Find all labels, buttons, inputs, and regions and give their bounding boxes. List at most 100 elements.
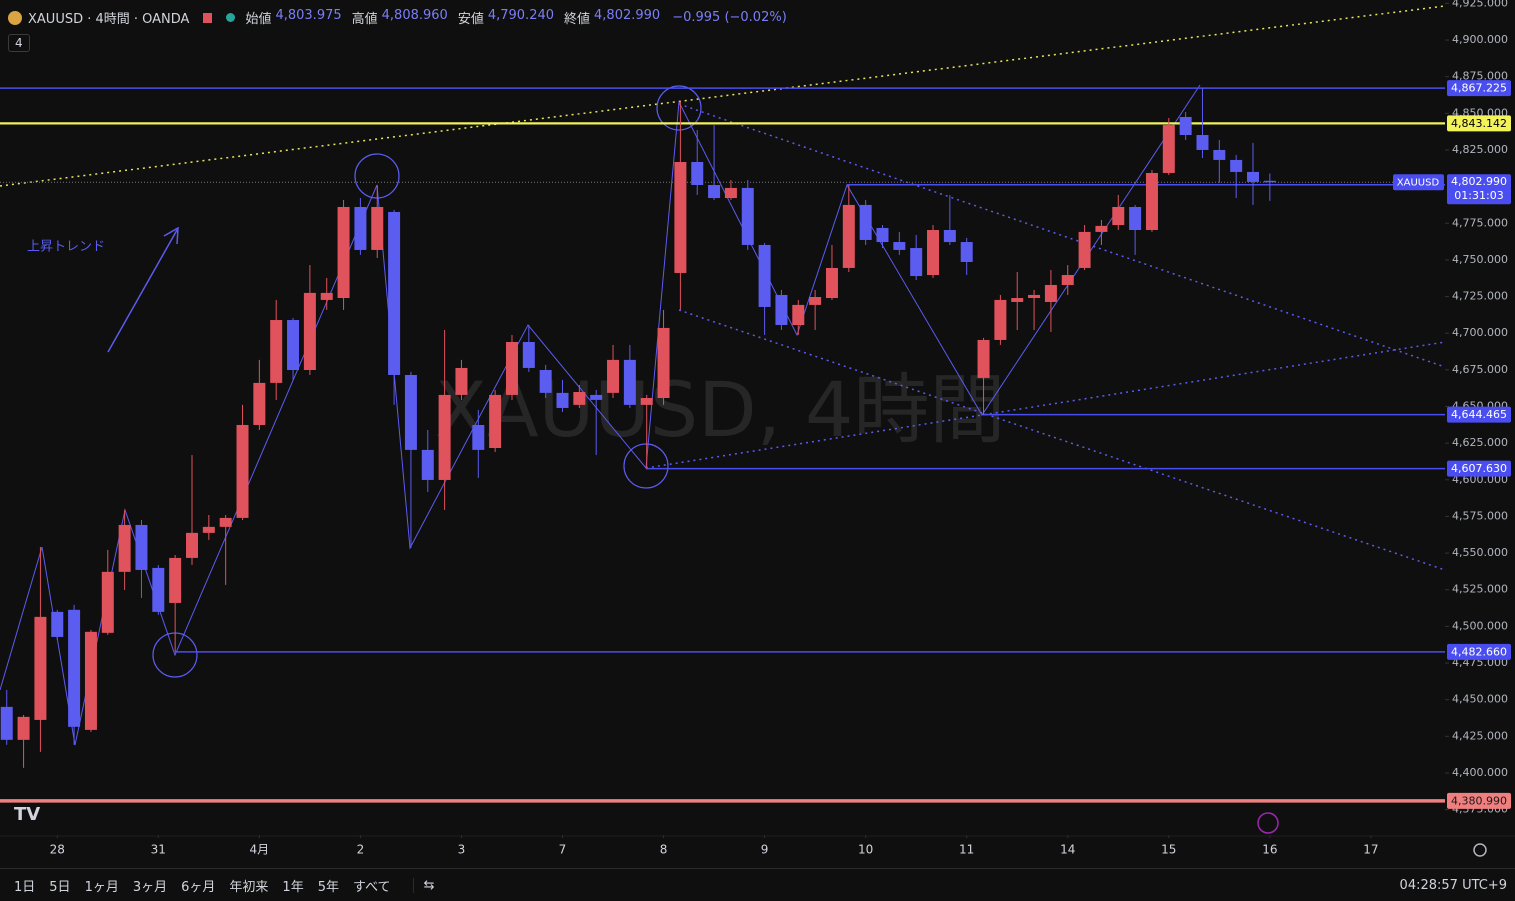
y-tick-label: 4,925.000 — [1452, 0, 1508, 9]
ohlc-label: 始値 — [245, 12, 272, 27]
candle-body — [152, 567, 165, 612]
x-tick-label: 14 — [1060, 843, 1075, 857]
candle-body — [1213, 149, 1226, 160]
candle-body — [674, 161, 687, 273]
candle-body — [775, 294, 788, 325]
candle-body — [505, 342, 518, 395]
candle-body — [893, 242, 906, 250]
level-label-bg — [1447, 406, 1511, 423]
arrow — [107, 229, 178, 353]
candle-body — [607, 359, 620, 393]
candle-body — [1129, 206, 1142, 231]
candle-body — [421, 449, 434, 480]
y-tick-label: 4,500.000 — [1452, 619, 1508, 632]
y-tick-label: 4,700.000 — [1452, 326, 1508, 339]
range-button[interactable]: 1ヶ月 — [84, 880, 119, 895]
logo: TV — [14, 804, 40, 825]
ohlc-value: 4,790.240 — [487, 8, 555, 23]
compare-button[interactable]: ⇆ — [412, 878, 434, 893]
circle-marker — [656, 85, 702, 131]
candle-body — [708, 185, 721, 199]
range-button[interactable]: 5年 — [317, 880, 339, 895]
level-label: 4,380.990 — [1451, 794, 1507, 807]
symbol-icon — [8, 10, 22, 25]
level-label: 4,644.465 — [1451, 408, 1507, 421]
plot: 4,925.0004,900.0004,875.0004,850.0004,82… — [0, 0, 1511, 857]
y-tick-label: 4,675.000 — [1452, 363, 1508, 376]
arrow-head — [163, 226, 179, 245]
y-tick-label: 4,625.000 — [1452, 436, 1508, 449]
y-tick-label: 4,550.000 — [1452, 546, 1508, 559]
candle-body — [404, 374, 417, 450]
clock: 04:28:57 UTC+9 — [1399, 878, 1507, 893]
ohlc: 始値 4,803.975 高値 4,808.960 安値 4,790.240 終値 4,802… — [245, 8, 666, 27]
candle-body — [1095, 225, 1108, 232]
candle-body — [388, 211, 401, 375]
candle-body — [1112, 206, 1125, 226]
x-tick-label: 4月 — [250, 843, 270, 857]
x-tick-label: 31 — [151, 843, 166, 857]
candle-body — [219, 517, 232, 527]
candle-body — [556, 392, 569, 408]
level-label-bg — [1447, 792, 1511, 809]
flag-icon[interactable] — [203, 12, 213, 23]
candle-body — [354, 206, 367, 250]
settings-icon[interactable] — [1473, 843, 1487, 857]
candle-body — [691, 161, 704, 186]
x-tick-label: 3 — [458, 843, 466, 857]
candle-body — [0, 706, 13, 740]
ohlc-label: 終値 — [564, 12, 591, 27]
ohlc-label: 安値 — [457, 12, 484, 27]
range-button[interactable]: 1日 — [14, 880, 36, 895]
symbol-tag: XAUUSD — [1397, 178, 1440, 189]
x-tick-label: 7 — [559, 843, 567, 857]
level-label-bg — [1447, 460, 1511, 477]
candle-body — [994, 299, 1007, 340]
candle-body — [303, 292, 316, 371]
candle-body — [337, 206, 350, 299]
symbol[interactable]: XAUUSD · 4時間 · OANDA — [28, 12, 190, 27]
candle-body — [489, 394, 502, 448]
x-tick-label: 11 — [959, 843, 974, 857]
zigzag — [0, 84, 1201, 746]
candle-body — [202, 526, 215, 533]
y-tick-label: 4,525.000 — [1452, 583, 1508, 596]
candle-body — [741, 187, 754, 245]
trend-line — [678, 103, 1446, 368]
y-tick-label: 4,750.000 — [1452, 253, 1508, 266]
alert-icon[interactable] — [1257, 812, 1279, 834]
indicator-toggle[interactable]: 4 — [8, 34, 30, 52]
y-tick-label: 4,775.000 — [1452, 216, 1508, 229]
range-button[interactable]: 3ヶ月 — [132, 880, 168, 895]
candle-body — [1263, 180, 1276, 183]
candle-body — [455, 367, 468, 395]
range-button[interactable]: 6ヶ月 — [181, 880, 216, 895]
candle-body — [960, 242, 973, 262]
candle-body — [943, 230, 956, 243]
candle-body — [253, 382, 266, 425]
level-label: 4,607.630 — [1451, 462, 1507, 475]
candle-body — [522, 342, 535, 368]
candle-body — [1078, 231, 1091, 268]
range-button[interactable]: 1年 — [282, 880, 304, 895]
candle-body — [927, 230, 940, 276]
range-button[interactable]: 5日 — [49, 880, 71, 895]
candle-body — [758, 244, 771, 307]
candle-body — [101, 571, 114, 633]
trend-line — [0, 5, 1446, 187]
range-button[interactable]: すべて — [352, 880, 391, 895]
candle-body — [1179, 116, 1192, 136]
candle-body — [438, 394, 451, 480]
candle-body — [539, 370, 552, 393]
last-price-bg — [1447, 174, 1511, 205]
y-tick-label: 4,425.000 — [1452, 729, 1508, 742]
candle-body — [876, 227, 889, 243]
change: −0.995 (−0.02%) — [672, 10, 787, 25]
ohlc-value: 4,802.990 — [594, 8, 661, 23]
candle-body — [573, 391, 586, 405]
candle-body — [590, 394, 603, 400]
candle-body — [1061, 275, 1074, 285]
candle-body — [1196, 135, 1209, 150]
range-button[interactable]: 年初来 — [229, 880, 269, 895]
y-tick-label: 4,725.000 — [1452, 290, 1508, 303]
